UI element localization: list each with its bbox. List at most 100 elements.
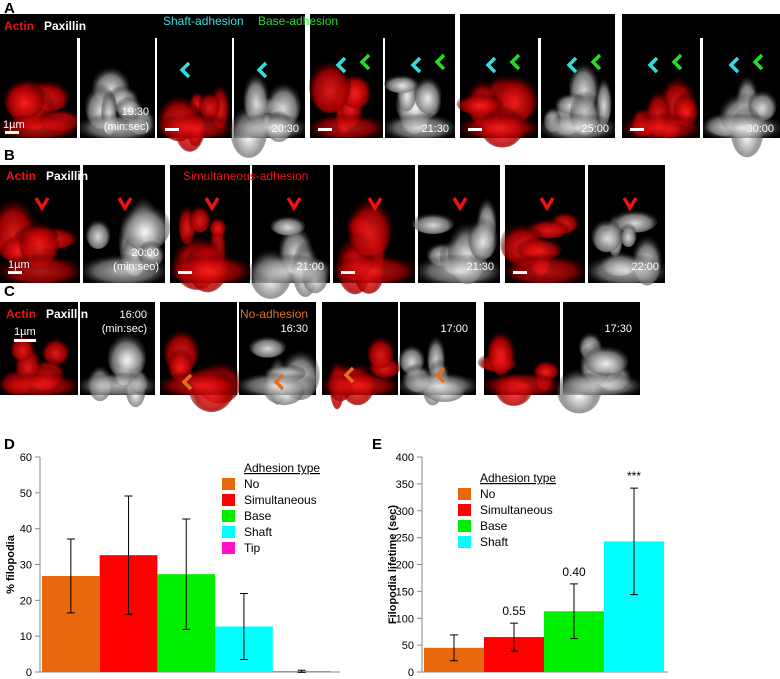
image-base bbox=[322, 371, 398, 395]
arrowhead bbox=[204, 197, 220, 212]
scale-bar bbox=[165, 128, 179, 131]
image-base bbox=[83, 253, 165, 283]
legend-swatch bbox=[222, 510, 235, 522]
image-signal bbox=[487, 328, 515, 375]
adhesion-label: Base-adhesion bbox=[258, 14, 338, 28]
y-tick-label: 10 bbox=[20, 631, 32, 643]
scale-bar bbox=[318, 128, 332, 131]
legend-title: Adhesion type bbox=[480, 471, 556, 485]
image-signal bbox=[591, 218, 623, 253]
error-bar bbox=[570, 583, 578, 640]
time-unit: (min:seo) bbox=[113, 261, 159, 273]
scale-bar bbox=[14, 339, 36, 342]
image-signal bbox=[121, 202, 171, 252]
image-base bbox=[460, 113, 538, 138]
error-bar bbox=[297, 669, 306, 673]
arrowhead bbox=[117, 197, 133, 212]
arrowhead bbox=[590, 53, 602, 71]
legend-swatch bbox=[458, 488, 471, 500]
time-stamp: 16:00 bbox=[119, 309, 147, 321]
legend-swatch bbox=[458, 536, 471, 548]
arrowhead bbox=[434, 53, 446, 71]
image-signal bbox=[456, 92, 503, 115]
image-signal bbox=[468, 216, 498, 260]
arrowhead bbox=[434, 366, 446, 384]
legend-swatch bbox=[458, 520, 471, 532]
image-base bbox=[703, 113, 780, 138]
image-base bbox=[80, 113, 155, 138]
stain-label: Actin bbox=[4, 19, 34, 33]
divider bbox=[77, 38, 80, 138]
legend-label: Base bbox=[244, 509, 272, 523]
image-base bbox=[80, 371, 155, 395]
scale-bar bbox=[513, 271, 527, 274]
legend-label: Shaft bbox=[480, 535, 509, 549]
time-stamp: 17:00 bbox=[440, 323, 468, 335]
adhesion-label: No-adhesion bbox=[240, 307, 308, 321]
y-tick-label: 150 bbox=[396, 586, 414, 598]
image-signal bbox=[249, 335, 286, 358]
arrowhead bbox=[359, 53, 371, 71]
image-base bbox=[622, 113, 700, 138]
arrowhead bbox=[335, 56, 347, 74]
arrowhead bbox=[539, 197, 555, 212]
panel-label: B bbox=[4, 147, 15, 164]
adhesion-label: Simultaneous-adhesion bbox=[183, 169, 308, 183]
bar-label: *** bbox=[627, 469, 641, 483]
y-tick-label: 250 bbox=[396, 533, 414, 545]
image-signal bbox=[10, 333, 35, 361]
legend-label: No bbox=[244, 477, 260, 491]
scale-bar-label: 1µm bbox=[8, 259, 30, 271]
y-tick-label: 400 bbox=[396, 452, 414, 464]
scale-bar bbox=[178, 271, 192, 274]
image-base bbox=[563, 371, 640, 395]
arrowhead bbox=[367, 197, 383, 212]
y-tick-label: 50 bbox=[20, 488, 32, 500]
image-signal bbox=[347, 195, 393, 259]
y-tick-label: 60 bbox=[20, 452, 32, 464]
scale-bar-label: 1µm bbox=[14, 326, 36, 338]
image-base bbox=[541, 113, 615, 138]
y-axis-label: Filopodia lifetime (sec) bbox=[387, 505, 399, 625]
bar-label: 0.55 bbox=[502, 604, 526, 618]
arrowhead bbox=[752, 53, 764, 71]
image-signal bbox=[584, 344, 629, 376]
stain-label: Paxillin bbox=[46, 169, 88, 183]
arrowhead bbox=[728, 56, 740, 74]
image-signal bbox=[308, 58, 351, 113]
legend-swatch bbox=[222, 494, 235, 506]
scale-bar bbox=[5, 131, 19, 134]
error-bar bbox=[450, 634, 458, 662]
time-stamp: 21:30 bbox=[421, 123, 449, 135]
scale-bar bbox=[341, 271, 355, 274]
time-stamp: 19:30 bbox=[121, 106, 149, 118]
image-base bbox=[400, 371, 476, 395]
arrowhead bbox=[181, 373, 193, 391]
stain-label: Actin bbox=[6, 307, 36, 321]
image-signal bbox=[42, 336, 70, 365]
time-stamp: 25:00 bbox=[581, 123, 609, 135]
image-signal bbox=[270, 215, 306, 236]
legend-swatch bbox=[222, 526, 235, 538]
scale-bar bbox=[630, 128, 644, 131]
time-stamp: 21:30 bbox=[466, 261, 494, 273]
error-bar bbox=[124, 495, 133, 615]
panel-label: A bbox=[4, 0, 15, 17]
legend-label: Base bbox=[480, 519, 508, 533]
image-base bbox=[333, 253, 415, 283]
arrowhead bbox=[273, 373, 285, 391]
panel-label: E bbox=[372, 436, 382, 453]
legend-label: Simultaneous bbox=[244, 493, 317, 507]
image-base bbox=[310, 113, 383, 138]
y-tick-label: 300 bbox=[396, 506, 414, 518]
arrowhead bbox=[343, 366, 355, 384]
image-base bbox=[160, 371, 237, 395]
image-base bbox=[484, 371, 560, 395]
y-tick-label: 200 bbox=[396, 560, 414, 572]
scale-bar bbox=[468, 128, 482, 131]
legend-title: Adhesion type bbox=[244, 461, 320, 475]
arrowhead bbox=[566, 56, 578, 74]
error-bar bbox=[630, 487, 638, 596]
